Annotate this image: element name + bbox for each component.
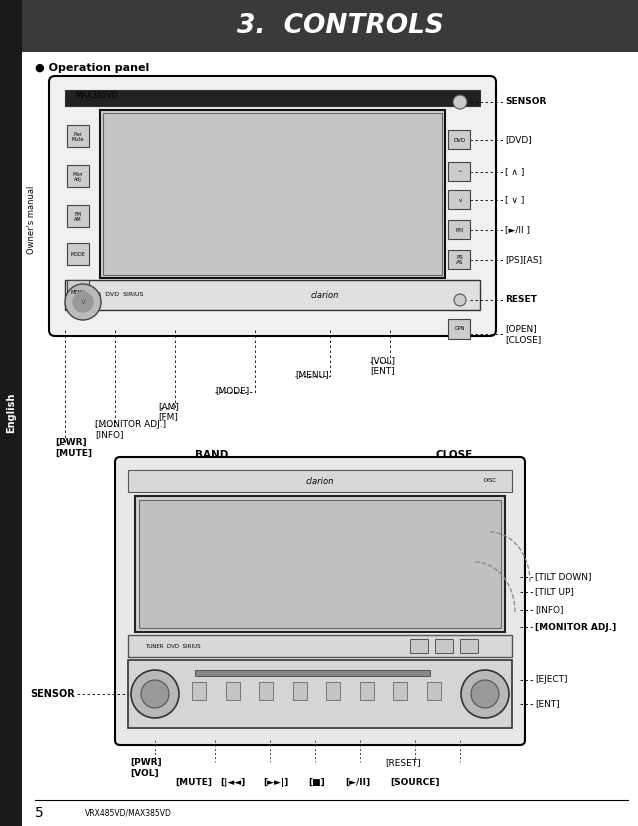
Text: PS
AS: PS AS: [456, 254, 464, 265]
Text: VRX485VD/MAX385VD: VRX485VD/MAX385VD: [85, 809, 172, 818]
Text: Owner's manual: Owner's manual: [27, 186, 36, 254]
Text: [MONITOR ADJ.]: [MONITOR ADJ.]: [535, 623, 616, 632]
Text: clarion: clarion: [311, 291, 339, 300]
Bar: [293, 682, 307, 700]
Circle shape: [141, 680, 169, 708]
Bar: [135, 496, 505, 632]
Bar: [448, 190, 470, 209]
FancyBboxPatch shape: [49, 76, 496, 336]
Text: [SOURCE]: [SOURCE]: [390, 778, 440, 787]
Text: [►/II ]: [►/II ]: [505, 225, 530, 235]
Text: [MONITOR ADJ.]
[INFO]: [MONITOR ADJ.] [INFO]: [95, 420, 166, 439]
Text: [VOL]
[ENT]: [VOL] [ENT]: [370, 356, 395, 375]
Text: P/II: P/II: [456, 227, 464, 232]
Bar: [460, 639, 478, 653]
Bar: [103, 113, 442, 275]
Text: Pwr
Mute: Pwr Mute: [72, 131, 84, 142]
Text: RESET: RESET: [505, 296, 537, 305]
Text: [RESET]: [RESET]: [385, 758, 420, 767]
Bar: [394, 682, 408, 700]
Bar: [448, 319, 470, 339]
Text: Mon
Adj: Mon Adj: [73, 172, 83, 183]
Text: [►►|]: [►►|]: [263, 778, 288, 787]
Bar: [448, 162, 470, 181]
Text: [ ∧ ]: [ ∧ ]: [505, 168, 524, 177]
Circle shape: [131, 670, 179, 718]
Bar: [128, 660, 512, 728]
Text: [DVD]: [DVD]: [505, 135, 531, 145]
Text: TUNER  DVD  SIRIUS: TUNER DVD SIRIUS: [145, 643, 200, 648]
Text: [TILT DOWN]: [TILT DOWN]: [535, 572, 591, 582]
Text: MODE: MODE: [71, 253, 85, 258]
Circle shape: [73, 292, 93, 312]
Bar: [67, 165, 89, 187]
Text: CLOSE: CLOSE: [435, 450, 472, 460]
Bar: [192, 682, 206, 700]
Text: [AM]
[FM]: [AM] [FM]: [158, 402, 179, 421]
Circle shape: [454, 294, 466, 306]
Bar: [448, 220, 470, 239]
Circle shape: [453, 95, 467, 109]
Text: ^: ^: [457, 169, 463, 174]
Bar: [67, 125, 89, 147]
Bar: [326, 682, 340, 700]
Text: [MODE]: [MODE]: [215, 386, 249, 395]
Text: [TILT UP]: [TILT UP]: [535, 587, 574, 596]
Bar: [195, 670, 430, 676]
Bar: [448, 130, 470, 149]
Text: 5: 5: [35, 806, 44, 820]
Circle shape: [471, 680, 499, 708]
Text: [PS][AS]: [PS][AS]: [505, 255, 542, 264]
Bar: [65, 90, 480, 106]
Bar: [259, 682, 273, 700]
Text: [►/II]: [►/II]: [345, 778, 370, 787]
Bar: [410, 639, 428, 653]
Circle shape: [65, 284, 101, 320]
Bar: [0, 0, 22, 826]
Text: V: V: [80, 299, 85, 305]
Text: [ ∨ ]: [ ∨ ]: [505, 196, 524, 205]
Text: MENU: MENU: [71, 289, 85, 295]
Text: clarion: clarion: [306, 477, 334, 486]
Bar: [128, 470, 512, 492]
Text: English: English: [6, 393, 16, 433]
Text: TUNER  DVD  SIRIUS: TUNER DVD SIRIUS: [80, 292, 144, 297]
Bar: [226, 682, 240, 700]
Text: BAND: BAND: [195, 450, 228, 460]
Bar: [360, 682, 374, 700]
Bar: [427, 682, 441, 700]
Text: MAX385VD: MAX385VD: [75, 92, 118, 101]
Bar: [139, 500, 501, 628]
Bar: [100, 110, 445, 278]
Bar: [22, 0, 638, 52]
Bar: [67, 280, 89, 302]
Text: [OPEN]
[CLOSE]: [OPEN] [CLOSE]: [505, 325, 541, 344]
Bar: [435, 639, 453, 653]
Bar: [67, 243, 89, 265]
Bar: [67, 205, 89, 227]
Text: DISC: DISC: [484, 478, 496, 483]
Circle shape: [461, 670, 509, 718]
Text: v: v: [458, 197, 462, 202]
Text: [PWR]
[MUTE]: [PWR] [MUTE]: [55, 438, 92, 458]
Text: DVD: DVD: [454, 137, 466, 143]
Text: [PWR]
[VOL]: [PWR] [VOL]: [130, 758, 161, 777]
Text: ● Operation panel: ● Operation panel: [35, 63, 149, 73]
Text: [ENT]: [ENT]: [535, 700, 560, 709]
Text: OPN: OPN: [455, 326, 465, 331]
Text: [MUTE]: [MUTE]: [175, 778, 212, 787]
Bar: [128, 635, 512, 657]
Text: [INFO]: [INFO]: [535, 605, 563, 615]
Text: [EJECT]: [EJECT]: [535, 676, 567, 685]
Bar: [448, 250, 470, 269]
Bar: [65, 280, 480, 310]
Text: [■]: [■]: [308, 778, 325, 787]
Text: FM
AM: FM AM: [74, 211, 82, 222]
Text: [MENU]: [MENU]: [295, 370, 329, 379]
Text: [|◄◄]: [|◄◄]: [220, 778, 245, 787]
Text: SENSOR: SENSOR: [30, 689, 75, 699]
FancyBboxPatch shape: [115, 457, 525, 745]
Text: 3.  CONTROLS: 3. CONTROLS: [237, 13, 443, 39]
Text: SENSOR: SENSOR: [505, 97, 546, 107]
